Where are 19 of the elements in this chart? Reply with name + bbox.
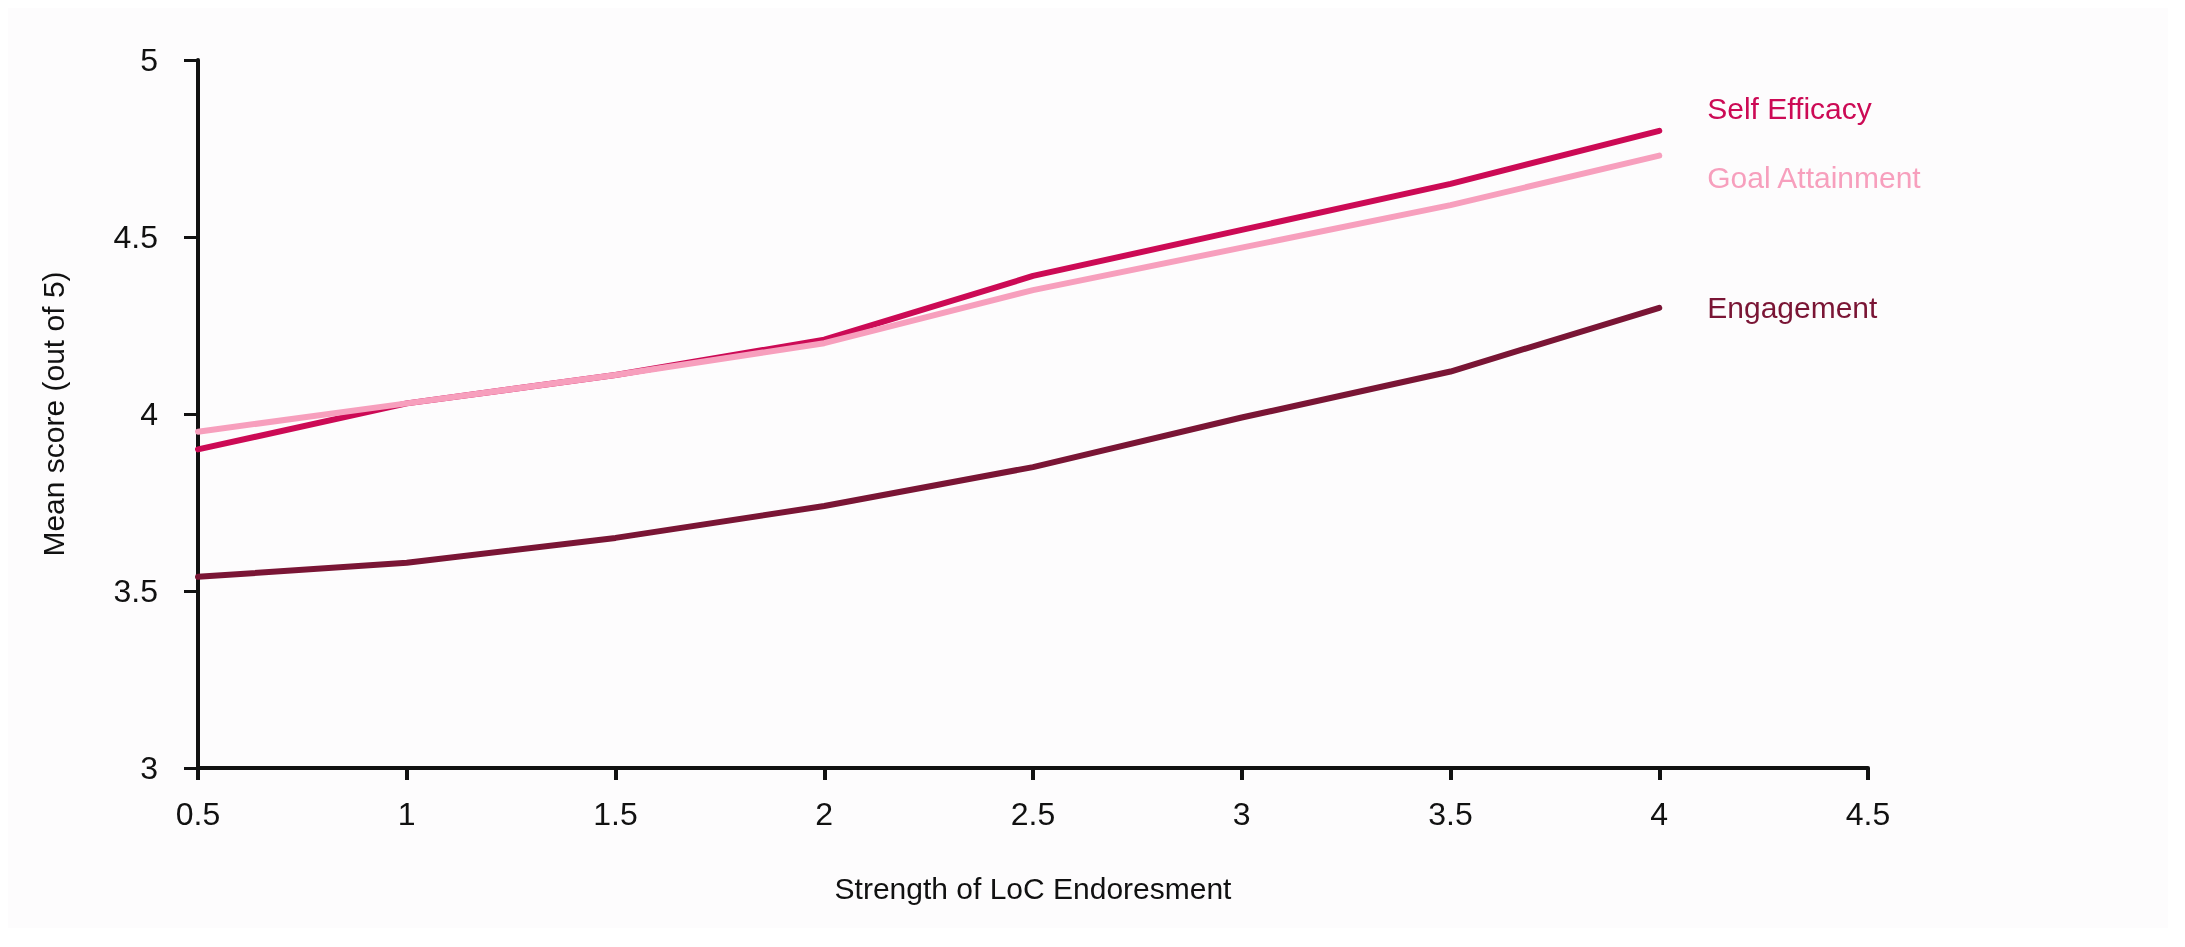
x-tick-label: 4 (1650, 796, 1669, 832)
x-tick-label: 3 (1232, 796, 1251, 832)
y-tick-label: 3 (140, 750, 158, 786)
series-label: Self Efficacy (1707, 92, 1872, 126)
x-tick-label: 0.5 (175, 796, 221, 832)
x-tick-label: 1.5 (593, 796, 638, 832)
y-axis-title: Mean score (out of 5) (36, 271, 70, 557)
x-tick-label: 3.5 (1428, 796, 1473, 832)
y-tick-label: 3.5 (113, 573, 158, 609)
y-tick-label: 4.5 (113, 219, 158, 255)
x-tick-label: 1 (397, 796, 416, 832)
y-tick-label: 5 (140, 42, 158, 78)
series-label: Engagement (1707, 291, 1879, 325)
x-tick-label: 2 (815, 796, 834, 832)
x-axis-title: Strength of LoC Endoresment (834, 871, 1233, 905)
x-tick-label: 2.5 (1010, 796, 1056, 832)
y-tick-label: 4 (140, 396, 158, 432)
x-tick-label: 4.5 (1845, 796, 1891, 832)
series-label: Goal Attainment (1707, 161, 1922, 195)
